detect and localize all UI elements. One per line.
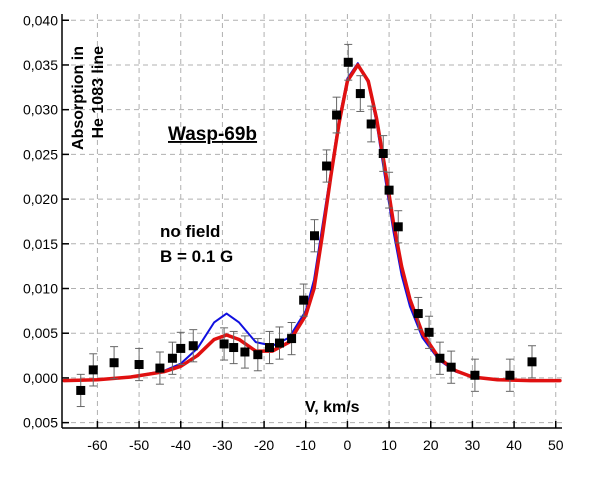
data-point [167, 353, 177, 363]
legend-entry: B = 0.1 G [160, 247, 233, 266]
data-point [435, 353, 445, 363]
data-point [446, 362, 456, 372]
data-point [134, 360, 144, 370]
y-tick-label: 0,005 [23, 325, 58, 341]
y-tick-label: 0,035 [23, 57, 58, 73]
x-tick-label: -40 [171, 437, 191, 453]
data-point [384, 185, 394, 195]
data-point [527, 357, 537, 367]
data-point [299, 295, 309, 305]
data-point [470, 370, 480, 380]
y-tick-label: 0,020 [23, 191, 58, 207]
data-point [424, 327, 434, 337]
axes: 0,005 0,000 0,005 0,010 0,015 0,020 0,025 0,030… [23, 12, 564, 453]
x-tick-label: -20 [254, 437, 274, 453]
x-tick-label: 50 [548, 437, 564, 453]
y-tick-label: 0,040 [23, 12, 58, 28]
data-point [393, 222, 403, 232]
x-tick-label: -10 [296, 437, 316, 453]
x-tick-label: 0 [344, 437, 352, 453]
data-point [88, 365, 98, 375]
annotation: Wasp-69b [168, 124, 257, 145]
data-point [310, 231, 319, 241]
data-point [76, 385, 86, 395]
y-tick-label: 0,010 [23, 281, 58, 297]
x-axis-label: V, km/s [305, 399, 360, 416]
data-point [332, 110, 342, 120]
y-tick-label: 0,000 [23, 370, 58, 386]
x-tick-label: -50 [129, 437, 149, 453]
data-point [366, 119, 376, 129]
grid [62, 14, 562, 428]
data-point [287, 334, 297, 344]
x-tick-label: 20 [423, 437, 439, 453]
data-point [240, 347, 250, 357]
x-tick-label: -60 [87, 437, 107, 453]
marks [62, 43, 562, 408]
data-point [219, 339, 229, 349]
y-tick-label: 0,025 [23, 146, 58, 162]
y-tick-label: 0,005 [23, 415, 58, 431]
y-tick-label: 0,030 [23, 102, 58, 118]
y-axis-label: Absorption in [70, 46, 87, 150]
data-point [505, 370, 515, 380]
data-point [355, 89, 365, 99]
data-point [253, 350, 263, 360]
y-tick-label: 0,015 [23, 236, 58, 252]
data-point [265, 343, 274, 353]
data-point [176, 343, 186, 353]
data-point [188, 341, 198, 351]
legend-entry: no field [160, 222, 220, 241]
data-point [229, 343, 239, 353]
x-tick-label: 10 [381, 437, 397, 453]
data-point [413, 309, 423, 319]
data-point [275, 338, 284, 348]
data-point [343, 57, 353, 67]
y-axis-label: He 1083 line [90, 46, 107, 139]
x-tick-label: 40 [506, 437, 522, 453]
x-tick-label: -30 [212, 437, 232, 453]
data-point [109, 358, 119, 368]
x-tick-label: 30 [465, 437, 481, 453]
data-point [322, 161, 332, 171]
data-point [155, 363, 165, 373]
data-point [378, 148, 388, 158]
